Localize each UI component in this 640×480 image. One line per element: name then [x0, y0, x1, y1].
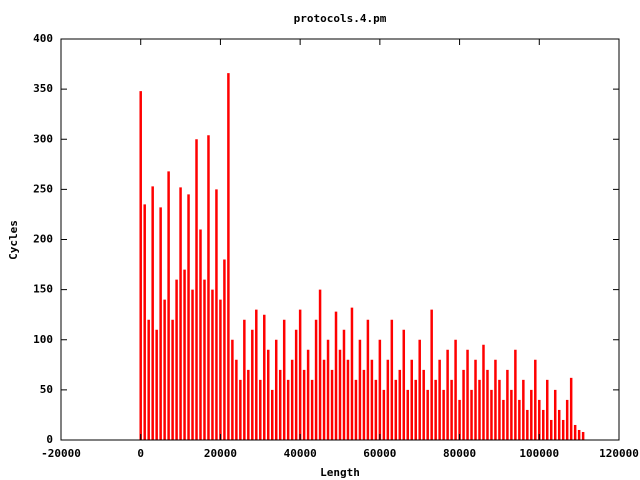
x-tick-label: 40000 — [284, 447, 317, 460]
y-tick-label: 300 — [33, 132, 53, 145]
y-tick-label: 0 — [46, 433, 53, 446]
y-tick-label: 150 — [33, 283, 53, 296]
y-tick-label: 400 — [33, 32, 53, 45]
y-tick-label: 100 — [33, 333, 53, 346]
y-tick-label: 350 — [33, 82, 53, 95]
x-tick-label: 80000 — [443, 447, 476, 460]
x-tick-label: 100000 — [519, 447, 559, 460]
chart-title: protocols.4.pm — [294, 12, 387, 25]
y-tick-label: 50 — [40, 383, 53, 396]
x-tick-label: 120000 — [599, 447, 639, 460]
x-tick-label: 20000 — [204, 447, 237, 460]
x-axis-label: Length — [320, 466, 360, 479]
plot-marks — [139, 73, 585, 440]
x-tick-label: 60000 — [363, 447, 396, 460]
y-axis-label: Cycles — [7, 220, 20, 260]
y-tick-label: 200 — [33, 233, 53, 246]
y-tick-label: 250 — [33, 182, 53, 195]
x-tick-label: 0 — [137, 447, 144, 460]
x-tick-label: -20000 — [41, 447, 81, 460]
